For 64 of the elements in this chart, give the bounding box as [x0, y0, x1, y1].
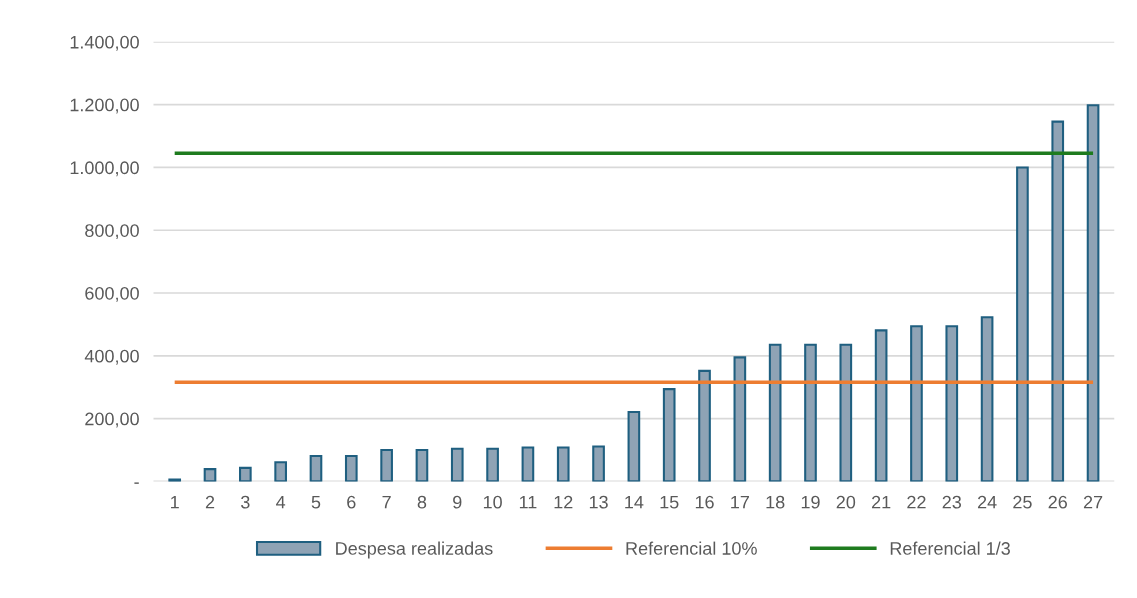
x-tick-label: 14	[625, 495, 644, 509]
x-tick-label: 22	[907, 495, 926, 509]
x-tick-label: 19	[801, 495, 820, 509]
x-tick-label: 25	[1013, 495, 1032, 509]
bar	[521, 446, 535, 482]
x-tick-label: 6	[347, 495, 356, 509]
bar	[309, 454, 323, 482]
bar	[945, 325, 959, 482]
bar	[344, 454, 358, 482]
x-tick-label: 16	[695, 495, 714, 509]
bar	[768, 343, 782, 482]
bar	[662, 388, 676, 482]
bar	[627, 410, 641, 482]
x-tick-label: 21	[872, 495, 891, 509]
x-tick-label: 7	[382, 495, 391, 509]
y-tick-label: 800,00	[85, 224, 139, 240]
x-tick-label: 5	[311, 495, 321, 509]
x-tick-label: 9	[453, 495, 462, 509]
x-tick-label: 11	[519, 495, 537, 509]
x-tick-label: 17	[731, 495, 749, 509]
legend-label: Referencial 1/3	[890, 541, 1010, 555]
y-tick-label: 400,00	[84, 349, 139, 365]
legend-label: Referencial 10%	[626, 541, 757, 555]
x-tick-label: 18	[766, 495, 785, 509]
bar	[380, 448, 393, 482]
bar	[874, 329, 888, 482]
bar	[1051, 120, 1065, 482]
bar	[203, 468, 217, 482]
x-tick-label: 2	[205, 495, 215, 509]
x-tick-label: 1	[171, 495, 179, 509]
x-tick-label: 15	[660, 495, 679, 509]
y-tick-label: 200,00	[85, 412, 139, 428]
x-tick-label: 12	[554, 495, 573, 509]
x-tick-label: 20	[836, 495, 856, 509]
bar	[486, 447, 499, 482]
bar	[274, 461, 287, 482]
y-tick-label: -	[134, 482, 139, 484]
x-tick-label: 3	[241, 495, 250, 509]
bar	[1086, 104, 1100, 482]
x-tick-label: 24	[977, 495, 997, 509]
x-tick-label: 26	[1048, 495, 1067, 509]
bar	[804, 343, 817, 482]
x-tick-label: 10	[483, 495, 502, 509]
bar	[592, 445, 605, 482]
y-tick-label: 1.200,00	[70, 98, 139, 114]
bar	[450, 447, 464, 482]
bar	[1016, 166, 1029, 482]
y-tick-label: 600,00	[85, 286, 139, 302]
bar	[839, 343, 853, 482]
x-tick-label: 4	[276, 495, 286, 509]
bar	[733, 356, 747, 482]
bar	[556, 446, 570, 482]
legend-label: Despesa realizadas	[336, 541, 493, 559]
bar	[415, 448, 429, 482]
bar	[238, 466, 252, 482]
bar	[910, 325, 923, 482]
y-tick-label: 1.000,00	[70, 161, 139, 177]
x-tick-label: 13	[589, 495, 608, 509]
x-tick-label: 27	[1083, 495, 1103, 509]
x-tick-label: 23	[942, 495, 962, 509]
bar	[698, 369, 711, 482]
y-tick-label: 1.400,00	[70, 35, 139, 51]
bar	[980, 316, 994, 482]
x-tick-label: 8	[417, 495, 427, 509]
